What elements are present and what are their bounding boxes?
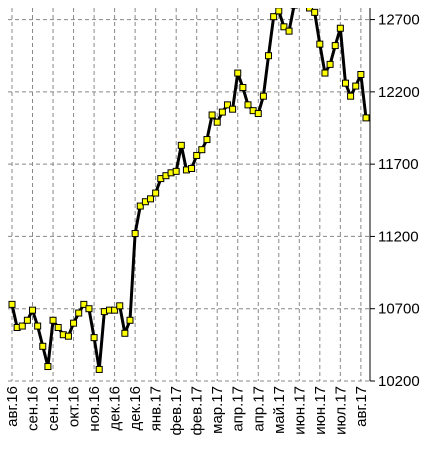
marker [362, 114, 370, 122]
marker [347, 92, 355, 100]
x-tick-label: авг.17 [353, 386, 370, 427]
marker [85, 305, 93, 313]
marker [198, 146, 206, 154]
y-tick-label: 11200 [378, 228, 419, 245]
marker [229, 105, 237, 113]
x-tick-label: мар.17 [209, 386, 226, 434]
x-tick-label: июн.17 [291, 386, 308, 435]
plot-area [8, 0, 370, 373]
marker [95, 365, 103, 373]
marker [18, 322, 26, 330]
marker [80, 300, 88, 308]
marker [218, 108, 226, 116]
marker [49, 316, 57, 324]
marker [326, 60, 334, 68]
marker [270, 13, 278, 21]
marker [223, 101, 231, 109]
marker [213, 118, 221, 126]
marker [44, 363, 52, 371]
marker [126, 316, 134, 324]
marker [177, 141, 185, 149]
marker [352, 82, 360, 90]
marker [316, 40, 324, 48]
marker [311, 8, 319, 16]
x-tick-label: апр.17 [230, 386, 247, 432]
marker [147, 195, 155, 203]
marker [280, 23, 288, 31]
marker [39, 342, 47, 350]
marker [234, 69, 242, 77]
x-tick-label: фев.17 [189, 386, 206, 436]
marker [116, 302, 124, 310]
marker [188, 164, 196, 172]
y-tick-label: 11700 [378, 156, 419, 173]
marker [306, 8, 314, 12]
marker [131, 230, 139, 238]
marker [290, 8, 298, 9]
x-tick-label: сен.16 [45, 386, 62, 431]
y-tick-label: 10200 [378, 373, 420, 390]
x-tick-label: янв.17 [148, 386, 165, 431]
marker [70, 319, 78, 327]
y-tick-label: 12200 [378, 84, 420, 101]
marker [259, 92, 267, 100]
x-tick-label: дек.16 [127, 386, 144, 431]
marker [121, 329, 129, 337]
marker [172, 167, 180, 175]
x-tick-label: дек.16 [107, 386, 124, 431]
marker [111, 306, 119, 314]
x-tick-label: июл.17 [332, 386, 349, 435]
marker [34, 322, 42, 330]
marker [208, 111, 216, 119]
marker [23, 316, 31, 324]
x-tick-label: июн.17 [312, 386, 329, 435]
marker [265, 52, 273, 60]
marker [331, 42, 339, 50]
x-tick-label: ноя.16 [86, 386, 103, 432]
marker [336, 24, 344, 32]
x-tick-label: сен.16 [25, 386, 42, 431]
marker [64, 332, 72, 340]
x-tick-label: авг.16 [4, 386, 21, 427]
marker [152, 189, 160, 197]
x-tick-label: апр.17 [250, 386, 267, 432]
y-tick-label: 10700 [378, 301, 420, 318]
x-tick-label: май.17 [271, 386, 288, 434]
marker [275, 8, 283, 15]
marker [239, 84, 247, 92]
marker [90, 334, 98, 342]
line [10, 8, 368, 371]
marker [244, 101, 252, 109]
marker [254, 110, 262, 118]
marker [193, 151, 201, 159]
marker [357, 71, 365, 79]
marker [285, 27, 293, 35]
marker [296, 0, 302, 1]
marker [75, 309, 83, 317]
marker [8, 300, 16, 308]
y-tick-label: 12700 [378, 12, 420, 29]
marker [321, 69, 329, 77]
marker [54, 324, 62, 332]
x-tick-label: окт.16 [66, 386, 83, 427]
marker [136, 202, 144, 210]
x-tick-label: фев.17 [168, 386, 185, 436]
marker [29, 306, 37, 314]
marker [203, 136, 211, 144]
marker [341, 79, 349, 87]
